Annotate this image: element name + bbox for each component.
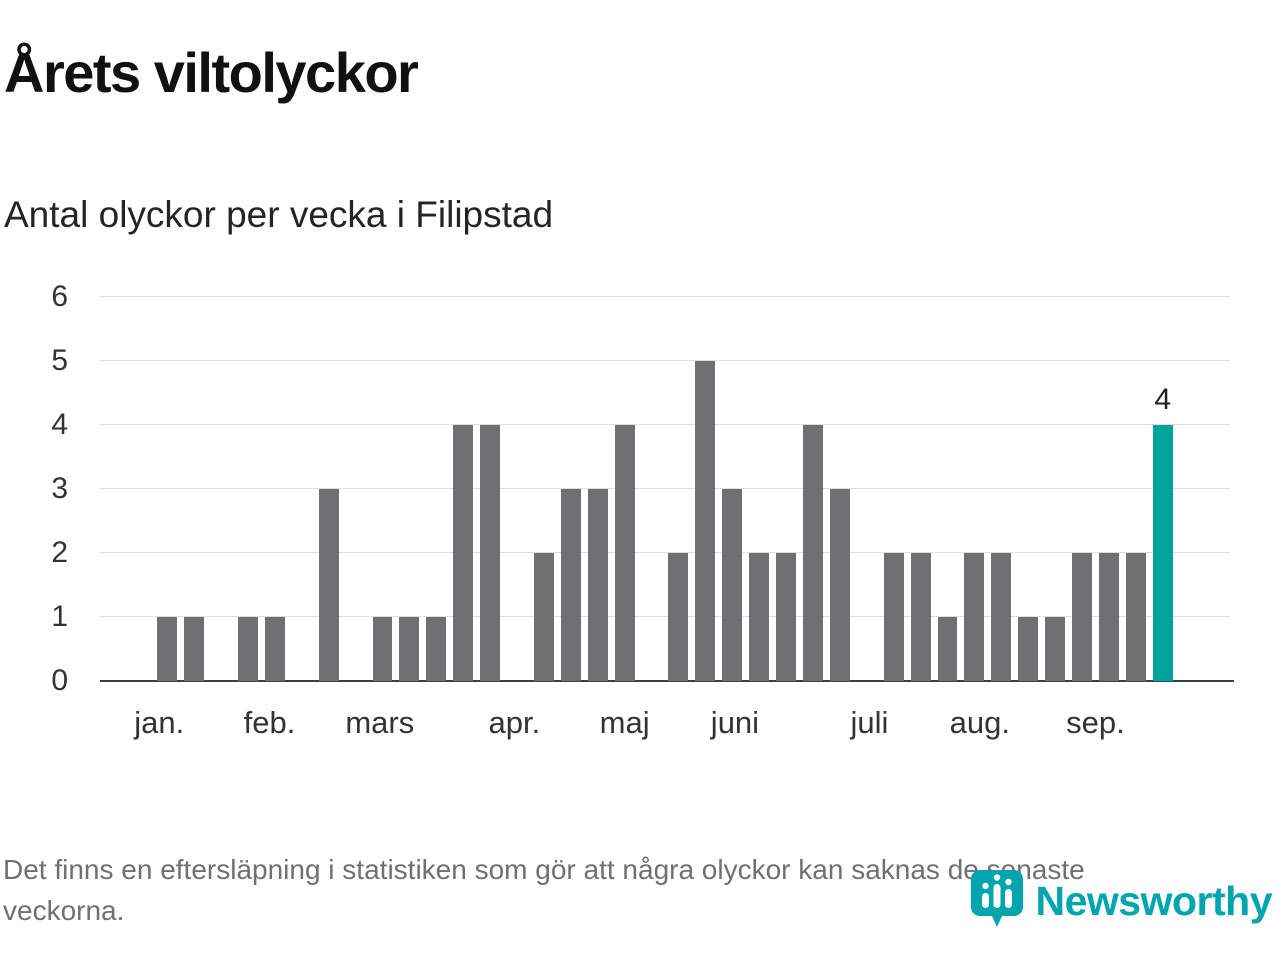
bar-week <box>184 617 205 681</box>
gridline <box>100 424 1230 425</box>
bar-week <box>1045 617 1066 681</box>
bar-week <box>937 617 958 681</box>
x-axis-line <box>100 680 1234 682</box>
y-axis-tick-label: 6 <box>51 280 68 313</box>
gridline <box>100 360 1230 361</box>
bar-week <box>964 553 985 681</box>
bar-week <box>910 553 931 681</box>
bar-week <box>1072 553 1092 681</box>
x-axis-month-label: mars <box>345 705 415 740</box>
gridline <box>100 616 1230 617</box>
gridline <box>100 488 1230 489</box>
y-axis-tick-label: 1 <box>51 600 68 633</box>
bar-week <box>1098 553 1119 681</box>
newsworthy-logo: Newsworthy <box>970 869 1273 934</box>
newsworthy-wordmark: Newsworthy <box>1035 878 1273 924</box>
gridline <box>100 296 1230 297</box>
bar-week <box>264 617 285 681</box>
y-axis-tick-label: 5 <box>51 344 68 377</box>
bar-week <box>614 425 635 681</box>
x-axis-month-label: juni <box>710 705 760 740</box>
bar-week <box>533 553 554 681</box>
bar-week <box>426 617 447 681</box>
bar-week <box>399 617 420 681</box>
bar-week <box>1125 553 1146 681</box>
bar-week <box>776 553 797 681</box>
chart-footnote: Det finns en eftersläpning i statistiken… <box>3 854 1085 926</box>
x-axis-month-label: feb. <box>243 705 296 740</box>
x-axis-month-label: jan. <box>134 705 185 740</box>
x-axis-month-label: sep. <box>1066 705 1125 740</box>
y-axis-tick-label: 0 <box>51 664 68 697</box>
bar-week <box>722 489 743 681</box>
x-axis-month-label: aug. <box>949 705 1010 740</box>
y-axis-tick-label: 4 <box>51 408 68 441</box>
x-axis-month-label: maj <box>599 705 650 740</box>
bar-week <box>883 553 904 681</box>
bar-week <box>480 425 501 681</box>
bar-week <box>372 617 393 681</box>
x-axis: jan. feb. mars apr. maj juni juli aug. sep. <box>100 705 1230 751</box>
bar-week <box>803 425 823 681</box>
x-axis-month-label: apr. <box>488 705 541 740</box>
bar-week <box>318 489 339 681</box>
plot-area: 4 <box>100 296 1234 682</box>
y-axis: 0 1 2 3 4 5 6 <box>0 282 76 696</box>
page-title: Årets viltolyckor <box>4 41 419 104</box>
bar-week <box>1018 617 1039 681</box>
bar-week <box>453 425 474 681</box>
bar-week-highlight <box>1152 425 1173 681</box>
gridline <box>100 552 1230 553</box>
bar-week <box>157 617 178 681</box>
newsworthy-logo-icon <box>970 869 1024 934</box>
bar-week <box>991 553 1012 681</box>
chart-subtitle: Antal olyckor per vecka i Filipstad <box>4 194 554 235</box>
bar-week <box>668 553 689 681</box>
bar-week <box>587 489 608 681</box>
highlight-value-label: 4 <box>1154 383 1172 416</box>
y-axis-tick-label: 2 <box>51 536 68 569</box>
bar-week <box>238 617 258 681</box>
bar-week <box>560 489 581 681</box>
bar-week <box>749 553 770 681</box>
y-axis-tick-label: 3 <box>51 472 68 505</box>
bar-week <box>829 489 850 681</box>
x-axis-month-label: juli <box>850 705 889 740</box>
bar-week <box>695 361 716 681</box>
